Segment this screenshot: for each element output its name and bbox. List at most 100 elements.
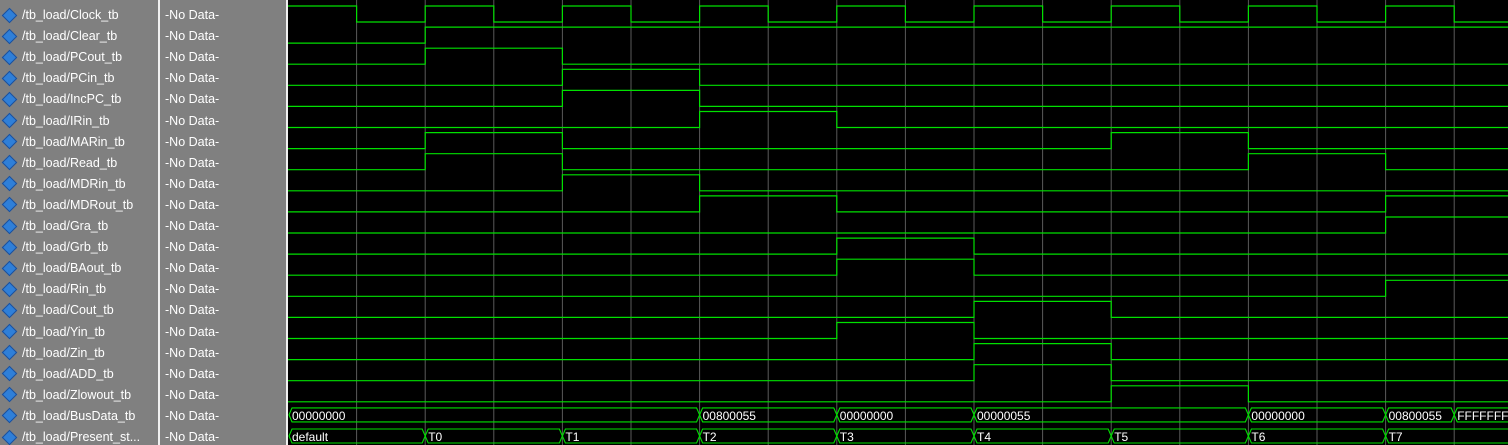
signal-diamond-icon — [1, 408, 18, 424]
signal-value-row[interactable]: -No Data- — [160, 68, 286, 89]
signal-value-row[interactable]: -No Data- — [160, 26, 286, 47]
signal-row[interactable]: /tb_load/BAout_tb — [0, 258, 158, 279]
waveform-Gra_tb — [288, 216, 1508, 234]
waveform-MARin_tb — [288, 132, 1508, 150]
signal-name: /tb_load/MARin_tb — [22, 134, 125, 149]
signal-row[interactable]: /tb_load/Yin_tb — [0, 321, 158, 342]
waveform-Zlowout_tb — [288, 385, 1508, 403]
signal-value-row[interactable]: -No Data- — [160, 89, 286, 110]
signal-value-row[interactable]: -No Data- — [160, 47, 286, 68]
signal-row[interactable]: /tb_load/Zin_tb — [0, 342, 158, 363]
bus-value-label: T0 — [428, 430, 442, 444]
signal-row[interactable]: /tb_load/MDRin_tb — [0, 173, 158, 194]
signal-diamond-icon — [1, 218, 18, 234]
signal-row[interactable]: /tb_load/Rin_tb — [0, 279, 158, 300]
signal-name: /tb_load/PCout_tb — [22, 50, 123, 65]
signal-value-row[interactable]: -No Data- — [160, 173, 286, 194]
bus-value-label: 00000000 — [1251, 409, 1305, 423]
signal-row[interactable]: /tb_load/Zlowout_tb — [0, 384, 158, 405]
signal-row[interactable]: /tb_load/Clock_tb — [0, 5, 158, 26]
signal-value-row[interactable]: -No Data- — [160, 384, 286, 405]
signal-row[interactable]: /tb_load/Read_tb — [0, 152, 158, 173]
signal-value: -No Data- — [165, 282, 220, 297]
signal-diamond-icon — [1, 387, 18, 403]
signal-row[interactable]: /tb_load/BusData_tb — [0, 405, 158, 426]
waveform-MDRout_tb — [288, 195, 1508, 213]
signal-name: /tb_load/IRin_tb — [22, 113, 110, 128]
signal-name: /tb_load/Clock_tb — [22, 8, 119, 22]
signal-name: /tb_load/Zlowout_tb — [22, 387, 132, 402]
bus-value-label: T7 — [1389, 430, 1403, 444]
signal-diamond-icon — [1, 176, 18, 192]
signal-row[interactable]: /tb_load/PCout_tb — [0, 47, 158, 68]
bus-value-label: 00000000 — [840, 409, 894, 423]
waveform-Cout_tb — [288, 300, 1508, 318]
signal-value-row[interactable]: -No Data- — [160, 405, 286, 426]
signal-diamond-icon — [1, 429, 18, 445]
signal-value-row[interactable]: -No Data- — [160, 258, 286, 279]
signal-diamond-icon — [1, 112, 18, 129]
signal-diamond-icon — [1, 133, 18, 150]
signal-value: -No Data- — [165, 324, 220, 339]
signal-name: /tb_load/BusData_tb — [22, 408, 136, 423]
signal-row[interactable]: /tb_load/Present_st... — [0, 427, 158, 445]
waveform-MDRin_tb — [288, 174, 1508, 192]
pane-divider[interactable] — [286, 0, 288, 445]
signal-row[interactable]: /tb_load/MARin_tb — [0, 131, 158, 152]
waveform-Zin_tb — [288, 343, 1508, 361]
signal-value: -No Data- — [165, 134, 220, 149]
signal-value-row[interactable]: -No Data- — [160, 237, 286, 258]
signal-value: -No Data- — [165, 387, 220, 402]
signal-value: -No Data- — [165, 197, 220, 212]
signal-name: /tb_load/Zin_tb — [22, 345, 105, 360]
signal-value-row[interactable]: -No Data- — [160, 363, 286, 384]
signal-diamond-icon — [1, 7, 18, 23]
waveform-Read_tb — [288, 153, 1508, 171]
waveform-pane[interactable]: 00000000 00800055 00000000 00000055 00000000… — [288, 0, 1508, 445]
signal-row[interactable]: /tb_load/Gra_tb — [0, 216, 158, 237]
signal-row[interactable]: /tb_load/ADD_tb — [0, 363, 158, 384]
signal-name: /tb_load/MDRin_tb — [22, 176, 126, 191]
signal-value-row[interactable]: -No Data- — [160, 110, 286, 131]
signal-value: -No Data- — [165, 29, 220, 44]
signal-diamond-icon — [1, 344, 18, 361]
signal-value: -No Data- — [165, 50, 220, 65]
bus-value-label: T6 — [1251, 430, 1265, 444]
bus-value-label: T2 — [703, 430, 717, 444]
signal-row[interactable]: /tb_load/MDRout_tb — [0, 194, 158, 215]
signal-name: /tb_load/Yin_tb — [22, 324, 105, 339]
signal-name: /tb_load/ADD_tb — [22, 366, 114, 381]
signal-value-row[interactable]: -No Data- — [160, 216, 286, 237]
bus-value-label: 00800055 — [703, 409, 757, 423]
bus-value-label: FFFFFFFF — [1457, 409, 1508, 423]
waveform-BAout_tb — [288, 258, 1508, 276]
signal-diamond-icon — [1, 154, 18, 171]
signal-value-row[interactable]: -No Data- — [160, 279, 286, 300]
signal-diamond-icon — [1, 70, 18, 87]
signal-row[interactable]: /tb_load/Grb_tb — [0, 237, 158, 258]
signal-value-row[interactable]: -No Data- — [160, 321, 286, 342]
signal-row[interactable]: /tb_load/PCin_tb — [0, 68, 158, 89]
signal-value: -No Data- — [165, 430, 220, 444]
signal-row[interactable]: /tb_load/IRin_tb — [0, 110, 158, 131]
signal-name: /tb_load/Gra_tb — [22, 219, 109, 233]
signal-row[interactable]: /tb_load/Clear_tb — [0, 26, 158, 47]
signal-row[interactable]: /tb_load/Cout_tb — [0, 300, 158, 321]
signal-value-row[interactable]: -No Data- — [160, 194, 286, 215]
pane-divider[interactable] — [158, 0, 160, 445]
signal-name: /tb_load/Present_st... — [22, 430, 141, 444]
signal-diamond-icon — [1, 49, 18, 65]
bus-value-label: T4 — [977, 430, 991, 444]
signal-row[interactable]: /tb_load/IncPC_tb — [0, 89, 158, 110]
signal-name: /tb_load/Grb_tb — [22, 240, 109, 255]
signal-value-row[interactable]: -No Data- — [160, 427, 286, 445]
signal-value-row[interactable]: -No Data- — [160, 152, 286, 173]
signal-value: -No Data- — [165, 219, 220, 233]
bus-value-label: 00000000 — [292, 409, 346, 423]
signal-value-row[interactable]: -No Data- — [160, 342, 286, 363]
signal-value-row[interactable]: -No Data- — [160, 131, 286, 152]
bus-value-label: T1 — [565, 430, 579, 444]
signal-name-pane: /tb_load/Clock_tb/tb_load/Clear_tb/tb_lo… — [0, 0, 158, 445]
signal-value-row[interactable]: -No Data- — [160, 300, 286, 321]
signal-value-row[interactable]: -No Data- — [160, 5, 286, 26]
